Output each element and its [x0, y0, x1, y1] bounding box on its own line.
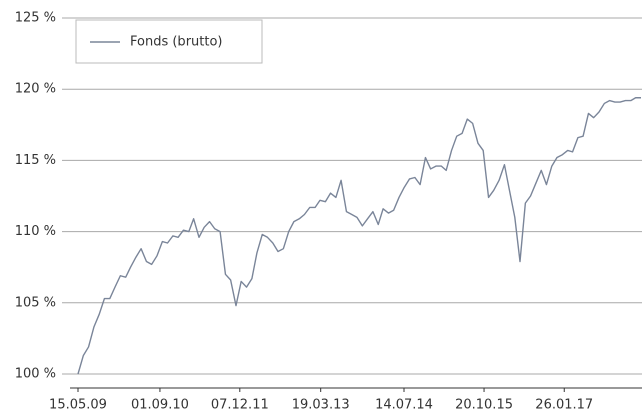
legend-label: Fonds (brutto)	[130, 35, 223, 50]
x-tick-label: 19.03.13	[292, 398, 350, 413]
y-tick-label: 115 %	[15, 153, 56, 168]
legend: Fonds (brutto)	[75, 19, 263, 64]
x-tick-label: 14.07.14	[375, 398, 433, 413]
x-tick-label: 20.10.15	[455, 398, 513, 413]
y-tick-label: 120 %	[15, 82, 56, 97]
line-series	[77, 97, 641, 375]
x-tick-label: 01.09.10	[131, 398, 189, 413]
x-tick-label: 26.01.17	[535, 398, 593, 413]
y-tick-label: 125 %	[15, 11, 56, 26]
y-tick-label: 110 %	[15, 224, 56, 239]
y-tick-label: 100 %	[15, 367, 56, 382]
x-tick-label: 07.12.11	[211, 398, 269, 413]
y-tick-label: 105 %	[15, 295, 56, 310]
x-tick-label: 15.05.09	[49, 398, 107, 413]
